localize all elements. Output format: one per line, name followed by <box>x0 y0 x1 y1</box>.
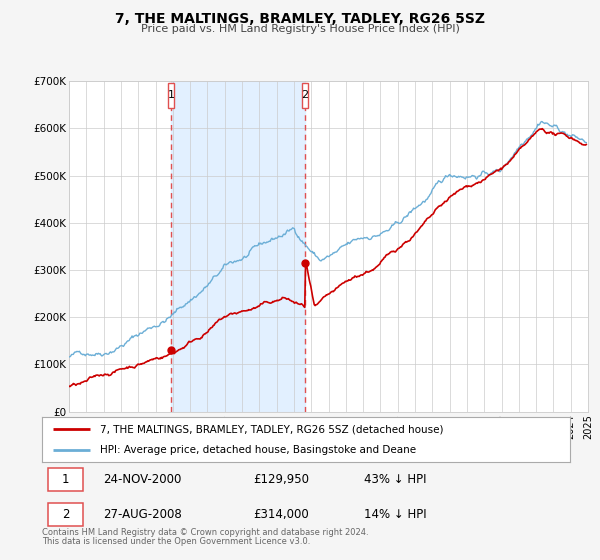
Text: 1: 1 <box>167 90 175 100</box>
Text: HPI: Average price, detached house, Basingstoke and Deane: HPI: Average price, detached house, Basi… <box>100 445 416 455</box>
Text: 7, THE MALTINGS, BRAMLEY, TADLEY, RG26 5SZ: 7, THE MALTINGS, BRAMLEY, TADLEY, RG26 5… <box>115 12 485 26</box>
FancyBboxPatch shape <box>49 468 83 492</box>
Text: 24-NOV-2000: 24-NOV-2000 <box>103 473 181 487</box>
Text: £129,950: £129,950 <box>253 473 309 487</box>
Bar <box>171 81 305 412</box>
Text: This data is licensed under the Open Government Licence v3.0.: This data is licensed under the Open Gov… <box>42 537 310 546</box>
FancyBboxPatch shape <box>49 503 83 526</box>
Text: 14% ↓ HPI: 14% ↓ HPI <box>364 508 427 521</box>
Text: 1: 1 <box>62 473 69 487</box>
Text: 2: 2 <box>62 508 69 521</box>
FancyBboxPatch shape <box>302 83 308 108</box>
FancyBboxPatch shape <box>168 83 175 108</box>
Text: 2: 2 <box>302 90 309 100</box>
Text: 7, THE MALTINGS, BRAMLEY, TADLEY, RG26 5SZ (detached house): 7, THE MALTINGS, BRAMLEY, TADLEY, RG26 5… <box>100 424 443 435</box>
Text: £314,000: £314,000 <box>253 508 309 521</box>
Text: Contains HM Land Registry data © Crown copyright and database right 2024.: Contains HM Land Registry data © Crown c… <box>42 528 368 537</box>
Text: 43% ↓ HPI: 43% ↓ HPI <box>364 473 427 487</box>
Text: Price paid vs. HM Land Registry's House Price Index (HPI): Price paid vs. HM Land Registry's House … <box>140 24 460 34</box>
Text: 27-AUG-2008: 27-AUG-2008 <box>103 508 181 521</box>
